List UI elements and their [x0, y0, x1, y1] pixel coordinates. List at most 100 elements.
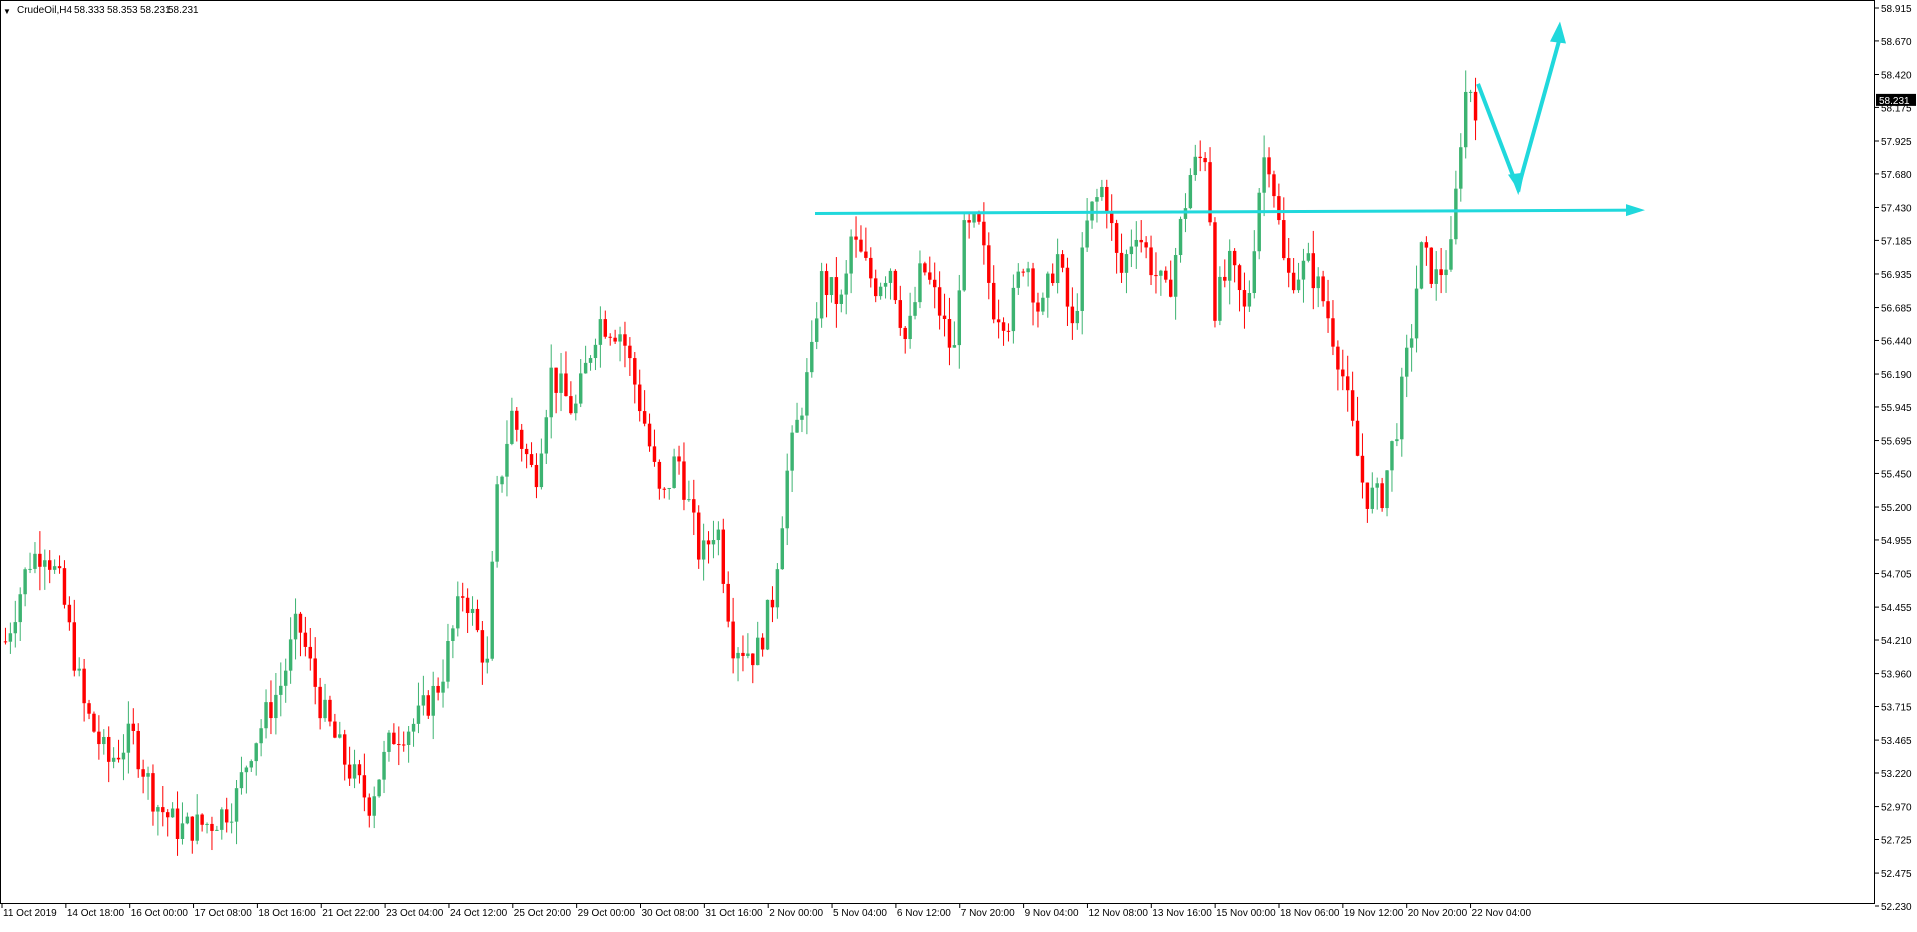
candle-body [495, 484, 499, 562]
candle-body [1252, 251, 1257, 294]
candle-body [564, 373, 568, 397]
x-tick-label: 23 Oct 04:00 [386, 908, 444, 919]
candle-body [1272, 174, 1276, 197]
candle-body [637, 384, 642, 412]
candle-body [87, 703, 91, 714]
candle-body [1060, 254, 1065, 268]
candle-body [785, 470, 789, 529]
candle-body [982, 221, 986, 246]
candle-body [1370, 487, 1375, 509]
candle-body [308, 646, 313, 659]
candle-body [928, 272, 932, 280]
y-tick-label: 54.210 [1881, 636, 1912, 647]
candle-body [1321, 276, 1325, 302]
candle-body [416, 705, 421, 724]
candle-body [1247, 293, 1252, 307]
projection-arrow-head-down [1508, 172, 1524, 193]
candle-body [1301, 260, 1306, 280]
candle-body [603, 319, 608, 337]
x-tick-label: 6 Nov 12:00 [897, 908, 951, 919]
candle-body [844, 273, 848, 295]
candle-body [111, 757, 116, 762]
candle-body [1016, 271, 1021, 288]
candle-body [23, 569, 27, 595]
candle-body [249, 761, 254, 768]
candle-body [1409, 338, 1414, 348]
candle-body [1011, 287, 1016, 332]
candle-body [962, 220, 966, 291]
y-tick-label: 54.455 [1881, 603, 1912, 614]
candle-body [696, 512, 701, 560]
candle-body [1050, 273, 1055, 284]
candle-body [205, 823, 209, 825]
current-price-tag: 58.231 [1876, 93, 1916, 107]
candle-body [539, 453, 544, 488]
candle-body [760, 637, 765, 650]
candle-body [401, 744, 406, 746]
x-tick-label: 29 Oct 00:00 [578, 908, 636, 919]
horizontal-arrow-line[interactable] [814, 208, 1641, 215]
candle-body [333, 721, 337, 738]
time-axis[interactable]: 11 Oct 2019 14 Oct 18:00 16 Oct 00:00 17 Oc… [1, 904, 1531, 919]
x-tick-label: 16 Oct 00:00 [131, 908, 189, 919]
annotations-group[interactable] [814, 21, 1645, 217]
x-tick-label: 25 Oct 20:00 [514, 908, 572, 919]
candle-body [657, 461, 662, 489]
candle-body [318, 686, 322, 719]
menu-arrow-icon[interactable]: ▼ [3, 7, 11, 16]
y-tick-label: 54.955 [1881, 536, 1912, 547]
candle-body [1080, 247, 1084, 311]
candle-body [1286, 258, 1291, 273]
candle-body [490, 561, 494, 659]
candle-body [1188, 175, 1193, 209]
candle-body [1021, 271, 1025, 273]
x-tick-label: 12 Nov 08:00 [1088, 908, 1148, 919]
candle-body [1439, 269, 1443, 276]
candle-body [1350, 390, 1355, 421]
candle-body [1360, 455, 1365, 483]
candle-body [706, 540, 711, 545]
candle-body [893, 270, 898, 301]
price-axis[interactable]: 58.915 58.670 58.420 58.175 57.925 57.680 57.4… [1875, 4, 1912, 913]
candle-body [1223, 276, 1227, 281]
candle-body [338, 734, 342, 738]
candle-body [1070, 306, 1075, 324]
x-tick-label: 24 Oct 12:00 [450, 908, 508, 919]
candle-body [342, 734, 347, 765]
y-tick-label: 56.190 [1881, 370, 1912, 381]
candle-body [239, 772, 244, 789]
candle-body [264, 702, 268, 729]
candle-body [3, 641, 8, 643]
candle-body [215, 829, 219, 831]
candle-body [180, 823, 185, 839]
candle-body [421, 695, 426, 706]
candle-body [1277, 196, 1281, 221]
candle-body [362, 775, 367, 798]
candle-body [1311, 253, 1316, 289]
candle-body [210, 823, 214, 831]
candle-body [77, 668, 81, 671]
candle-body [229, 821, 234, 823]
y-tick-label: 58.670 [1881, 37, 1912, 48]
candle-body [1124, 254, 1129, 273]
candle-body [195, 814, 199, 841]
candle-body [456, 596, 460, 629]
candle-body [38, 553, 42, 567]
candle-body [716, 529, 721, 541]
candle-body [701, 540, 706, 560]
candle-body [1065, 267, 1070, 307]
candle-body [170, 808, 175, 818]
candle-body [1031, 268, 1035, 303]
candle-body [259, 728, 263, 744]
candle-body [972, 213, 976, 223]
candle-body [352, 764, 357, 779]
candle-body [1454, 188, 1458, 240]
candle-body [854, 236, 858, 240]
candle-body [908, 315, 912, 340]
candle-body [1414, 288, 1419, 339]
candle-body [185, 816, 190, 824]
candle-body [1395, 439, 1399, 442]
x-tick-label: 2 Nov 00:00 [769, 908, 823, 919]
